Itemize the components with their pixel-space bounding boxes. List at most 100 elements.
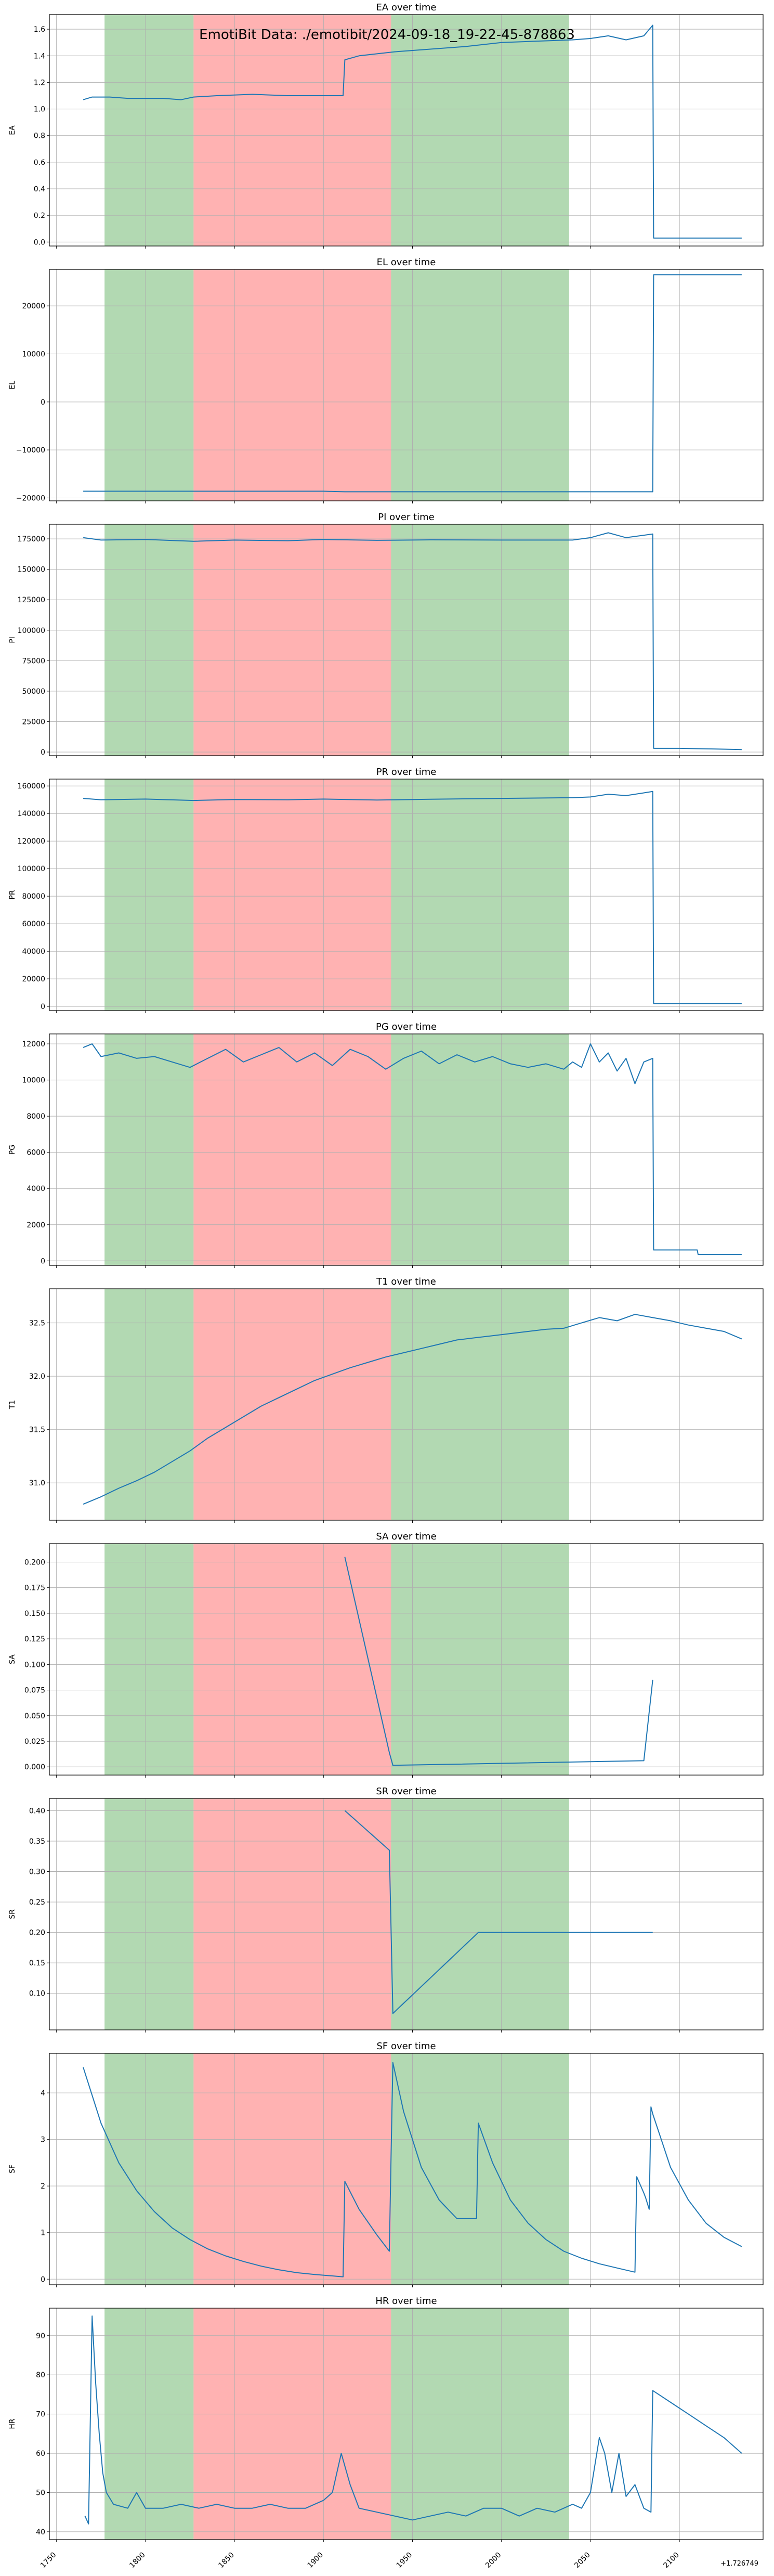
- axes-frame: [49, 1798, 764, 2030]
- shaded-region: [104, 269, 194, 501]
- shaded-region: [391, 1289, 569, 1520]
- shaded-region: [104, 779, 194, 1011]
- panel-title: T1 over time: [376, 1276, 436, 1287]
- axes-frame: [49, 2308, 764, 2540]
- x-tick-label: 1750: [39, 2551, 58, 2570]
- x-axis-offset-label: +1.726749: [720, 2560, 758, 2568]
- y-tick-label: 2: [41, 2182, 45, 2191]
- axes-frame: [49, 779, 764, 1011]
- y-tick-label: 40: [36, 2528, 45, 2536]
- y-tick-label: 0.0: [34, 238, 45, 247]
- axes-frame: [49, 269, 764, 501]
- panel-title: EA over time: [376, 2, 437, 13]
- panel-sf: SF over time 0 1 2 3 4 SF: [8, 2041, 764, 2287]
- panel-title: EL over time: [377, 257, 436, 268]
- y-tick-label: 0.175: [24, 1584, 45, 1593]
- y-tick-label: 0.125: [24, 1635, 45, 1643]
- y-axis-label: SF: [8, 2165, 17, 2173]
- shaded-region: [193, 2308, 391, 2540]
- y-tick-label: 0.35: [29, 1837, 45, 1846]
- y-tick-label: 0: [41, 748, 45, 757]
- shaded-region: [104, 1289, 194, 1520]
- series-line-pg: [83, 1043, 742, 1255]
- panel-title: PR over time: [376, 767, 437, 778]
- y-tick-label: 40000: [22, 948, 45, 956]
- series-line-ea: [83, 24, 742, 239]
- y-tick-label: 0.000: [24, 1763, 45, 1771]
- y-axis-label: EL: [8, 381, 17, 390]
- shaded-region: [193, 1289, 391, 1520]
- axes-frame: [49, 2053, 764, 2285]
- y-tick-label: 175000: [18, 535, 45, 543]
- y-tick-label: 150000: [18, 566, 45, 574]
- shaded-region: [193, 1034, 391, 1265]
- x-tick-label: 1900: [306, 2551, 325, 2570]
- y-tick-label: 0: [41, 1003, 45, 1011]
- panel-title: PI over time: [378, 512, 434, 523]
- y-tick-label: 50000: [22, 688, 45, 696]
- y-tick-label: 32.5: [29, 1319, 45, 1328]
- y-axis-label: HR: [8, 2418, 17, 2429]
- shaded-region: [391, 1798, 569, 2030]
- shaded-region: [391, 1034, 569, 1265]
- series-line-sr: [344, 1810, 653, 2014]
- shaded-region: [391, 779, 569, 1011]
- y-tick-label: 100000: [18, 627, 45, 635]
- shaded-region: [391, 1544, 569, 1775]
- y-tick-label: 20000: [22, 302, 45, 310]
- figure-title: EmotiBit Data: ./emotibit/2024-09-18_19-…: [199, 27, 575, 43]
- shaded-region: [391, 15, 569, 246]
- x-tick-label: 1800: [128, 2551, 147, 2570]
- y-axis-label: PR: [8, 890, 17, 899]
- panel-title: PG over time: [376, 1021, 437, 1032]
- y-tick-label: 3: [41, 2136, 45, 2144]
- y-axis-label: T1: [8, 1400, 17, 1409]
- y-tick-label: 70: [36, 2411, 45, 2419]
- axes-frame: [49, 14, 764, 247]
- y-tick-label: 2000: [27, 1221, 45, 1229]
- y-tick-label: 0.8: [34, 132, 45, 140]
- y-tick-label: 125000: [18, 596, 45, 604]
- shaded-region: [193, 269, 391, 501]
- panel-t1: T1 over time 31.0 31.5 32.0 32.5 T1: [8, 1276, 764, 1523]
- y-tick-label: 75000: [22, 657, 45, 665]
- x-tick-label: 2000: [484, 2551, 503, 2570]
- shaded-region: [391, 269, 569, 501]
- shaded-region: [193, 1798, 391, 2030]
- x-tick-label: 1850: [217, 2551, 236, 2570]
- y-tick-label: 0: [41, 398, 45, 407]
- series-line-pi: [83, 532, 742, 750]
- shaded-region: [391, 2308, 569, 2540]
- y-tick-label: 32.0: [29, 1373, 45, 1381]
- y-tick-label: 10000: [22, 350, 45, 358]
- y-tick-label: 8000: [27, 1112, 45, 1121]
- y-tick-label: 160000: [18, 782, 45, 791]
- y-tick-label: 4: [41, 2089, 45, 2098]
- y-tick-label: −20000: [16, 494, 45, 502]
- y-tick-label: 0.100: [24, 1661, 45, 1669]
- y-tick-label: 0.200: [24, 1558, 45, 1567]
- y-axis-label: EA: [8, 125, 17, 135]
- panel-sa: SA over time 0.000 0.025 0.050 0.075 0.100 0.1…: [8, 1531, 764, 1778]
- y-tick-label: 50: [36, 2489, 45, 2497]
- panel-title: SF over time: [376, 2041, 436, 2052]
- y-axis-label: PI: [8, 637, 17, 643]
- panel-pi: PI over time 0 25000 50000 75000 100000 125000…: [8, 512, 764, 758]
- y-axis-label: SR: [8, 1909, 17, 1919]
- y-tick-label: 0.30: [29, 1868, 45, 1876]
- series-line-t1: [83, 1314, 742, 1505]
- shaded-region: [104, 524, 194, 756]
- y-tick-label: 90: [36, 2332, 45, 2340]
- x-tick-label: 1950: [395, 2551, 414, 2570]
- y-tick-label: 0: [41, 2275, 45, 2284]
- y-axis-label: SA: [8, 1654, 17, 1664]
- shaded-region: [104, 1034, 194, 1265]
- panel-el: EL over time −20000 −10000 0 10000 20000 EL: [8, 257, 764, 503]
- y-tick-label: 0.075: [24, 1687, 45, 1695]
- y-tick-label: 140000: [18, 810, 45, 818]
- shaded-region: [391, 2053, 569, 2285]
- shaded-region: [193, 524, 391, 756]
- y-tick-label: 31.0: [29, 1479, 45, 1487]
- y-tick-label: 0.10: [29, 1990, 45, 1998]
- axes-frame: [49, 1288, 764, 1521]
